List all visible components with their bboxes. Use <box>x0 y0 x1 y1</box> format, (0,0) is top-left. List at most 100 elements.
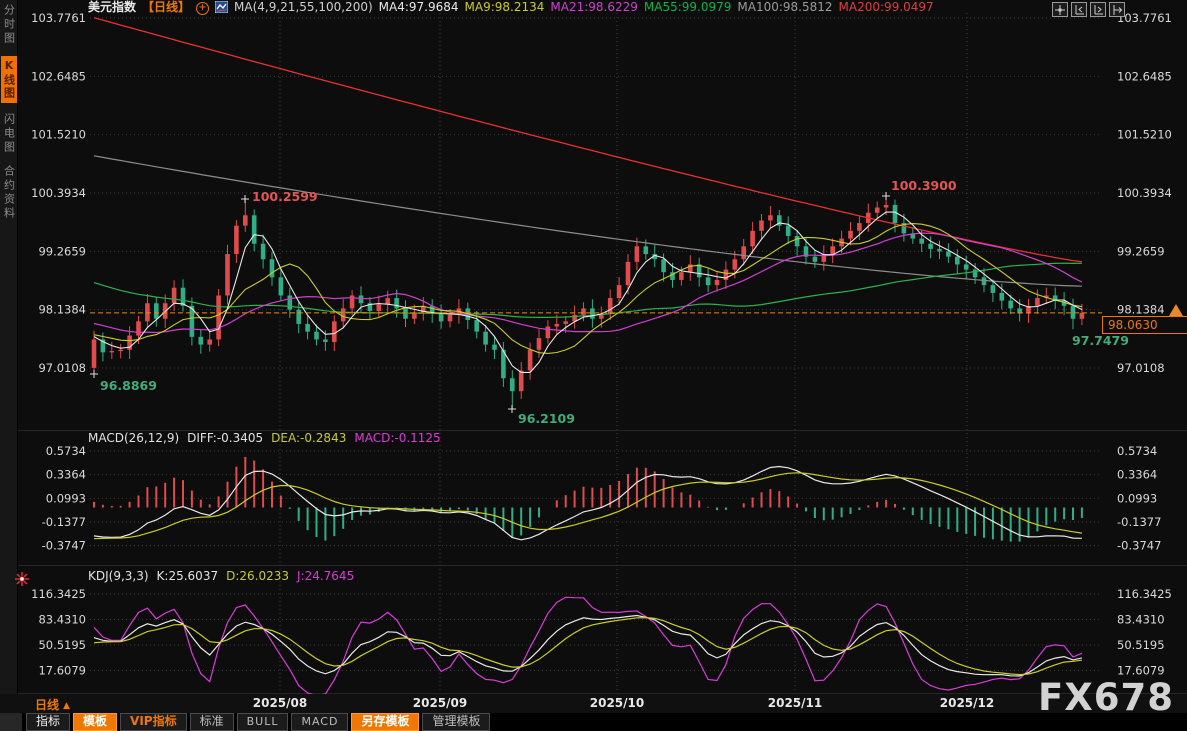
ma21-line <box>93 232 1083 334</box>
price-axis-label-right-6: 97.0108 <box>1117 361 1165 375</box>
price-annotation-0: 100.2599 <box>252 189 318 204</box>
crosshair-icon[interactable] <box>1052 2 1068 17</box>
kdj-d-line <box>93 616 1082 676</box>
candlestick-layer <box>91 192 1085 409</box>
bottom-tab-5[interactable]: MACD <box>291 713 349 731</box>
chart-toolbar: 美元指数 【日线】 + MA(4,9,21,55,100,200) MA4:97.968… <box>88 0 946 16</box>
price-axis-label-right-0: 103.7761 <box>1117 11 1172 25</box>
kdj-axis-label-left-3: 17.6079 <box>38 664 86 678</box>
kdj-k-line <box>93 614 1083 677</box>
macd-axis-label-left-1: 0.3364 <box>46 468 86 482</box>
price-axis-label-left-3: 100.3934 <box>31 186 86 200</box>
bottom-tab-6[interactable]: 另存模板 <box>351 713 420 731</box>
price-axis-label-right-3: 100.3934 <box>1117 186 1172 200</box>
kdj-k-value: K:25.6037 <box>156 569 219 583</box>
macd-dea-value: DEA:-0.2843 <box>271 431 347 445</box>
kdj-title: KDJ(9,3,3) <box>88 569 149 583</box>
sidebar-item-0[interactable]: 分时图 <box>2 4 16 46</box>
kdj-d-value: D:26.0233 <box>226 569 289 583</box>
price-annotation-2: 96.8869 <box>100 378 157 393</box>
period-selector[interactable]: 日线 ▲ <box>35 698 70 712</box>
scale-right-icon[interactable] <box>1090 2 1106 17</box>
bottom-tab-2[interactable]: VIP指标 <box>120 713 187 731</box>
macd-axis-label-left-3: -0.1377 <box>42 515 86 529</box>
sidebar-item-2[interactable]: 闪电图 <box>2 113 16 155</box>
price-annotation-3: 96.2109 <box>518 411 575 426</box>
chart-type-icon[interactable] <box>214 0 229 17</box>
ma-value-0: MA4:97.9684 <box>378 0 459 14</box>
period-badge: 【日线】 <box>142 0 191 14</box>
price-annotation-4: 97.7479 <box>1072 333 1129 348</box>
macd-axis-label-right-1: 0.3364 <box>1117 468 1157 482</box>
price-axis-label-left-4: 99.2659 <box>38 244 86 258</box>
macd-diff-line <box>93 465 1082 541</box>
macd-macd-value: MACD:-0.1125 <box>354 431 441 445</box>
time-axis: 日线 ▲ 2025/08 2025/09 2025/10 2025/11 2025/12 <box>0 694 1187 713</box>
month-label-1: 2025/09 <box>412 696 468 710</box>
bottom-tab-0[interactable]: 指标 <box>26 713 71 731</box>
tabbar-corner <box>0 713 22 731</box>
scale-left-icon[interactable] <box>1071 2 1087 17</box>
macd-title: MACD(26,12,9) <box>88 431 180 445</box>
sidebar: 分时图 K线图闪电图合约资料 <box>0 0 18 731</box>
bottom-tab-3[interactable]: 标准 <box>189 713 234 731</box>
macd-axis-label-right-0: 0.5734 <box>1117 444 1157 458</box>
latest-price-arrow[interactable] <box>1169 304 1183 316</box>
bottom-tab-1[interactable]: 模板 <box>73 713 118 731</box>
price-axis-label-left-1: 102.6485 <box>31 69 86 83</box>
period-arrow-icon: ▲ <box>63 701 70 711</box>
price-axis-label-left-0: 103.7761 <box>31 11 86 25</box>
price-axis-label-right-4: 99.2659 <box>1117 244 1165 258</box>
price-annotation-1: 100.3900 <box>891 178 957 193</box>
kdj-axis-label-right-1: 83.4310 <box>1117 613 1165 627</box>
macd-axis-label-left-4: -0.3747 <box>42 539 86 553</box>
month-label-3: 2025/11 <box>767 696 823 710</box>
macd-dea-line <box>93 472 1082 540</box>
kdj-axis-label-left-1: 83.4310 <box>38 613 86 627</box>
sidebar-item-3[interactable]: 合约资料 <box>2 165 16 221</box>
ma-value-3: MA55:99.0979 <box>643 0 732 14</box>
price-axis-label-left-5: 98.1384 <box>38 303 86 317</box>
kdj-j-line <box>93 596 1083 695</box>
month-label-0: 2025/08 <box>252 696 308 710</box>
macd-axis-label-right-3: -0.1377 <box>1117 515 1161 529</box>
ma-values: MA4:97.9684 MA9:98.2134 MA21:98.6229 MA55:9… <box>379 0 940 14</box>
price-axis-label-left-6: 97.0108 <box>38 361 86 375</box>
watermark: FX678 <box>1038 676 1175 719</box>
ma100-line <box>93 155 1082 287</box>
shift-right-icon[interactable] <box>1109 2 1125 17</box>
ma9-line <box>93 223 1082 354</box>
bottom-tab-4[interactable]: BULL <box>236 713 289 731</box>
ma-value-1: MA9:98.2134 <box>464 0 545 14</box>
month-label-4: 2025/12 <box>939 696 995 710</box>
symbol-title: 美元指数 <box>88 0 137 14</box>
ma-value-2: MA21:98.6229 <box>550 0 638 14</box>
price-axis-label-left-2: 101.5210 <box>31 128 86 142</box>
ma-value-4: MA100:98.5812 <box>737 0 833 14</box>
bottom-tab-7[interactable]: 管理模板 <box>422 713 491 731</box>
alert-burst-icon[interactable] <box>15 572 29 586</box>
kdj-axis-label-right-0: 116.3425 <box>1117 587 1172 601</box>
ma4-line <box>93 211 1083 373</box>
indicator-tab-bar: 指标 模板 VIP指标 标准 BULL MACD 另存模板 管理模板 <box>0 713 1187 731</box>
ma200-line <box>93 17 1082 263</box>
price-axis-label-right-1: 102.6485 <box>1117 69 1172 83</box>
current-price-box: 98.0630 <box>1102 316 1187 334</box>
macd-header: MACD(26,12,9) DIFF:-0.3405 DEA:-0.2843 MACD… <box>88 431 449 445</box>
chart-tool-buttons <box>1052 2 1125 17</box>
kdj-j-value: J:24.7645 <box>297 569 355 583</box>
kdj-axis-label-left-2: 50.5195 <box>38 638 86 652</box>
macd-axis-label-right-2: 0.0993 <box>1117 491 1157 505</box>
add-indicator-icon[interactable]: + <box>196 2 210 15</box>
kdj-header: KDJ(9,3,3) K:25.6037 D:26.0233 J:24.7645 <box>88 569 362 583</box>
ma-group-label: MA(4,9,21,55,100,200) <box>234 0 373 14</box>
ma55-line <box>93 262 1082 318</box>
kdj-axis-label-left-0: 116.3425 <box>31 587 86 601</box>
kdj-axis-label-right-3: 17.6079 <box>1117 664 1165 678</box>
macd-diff-value: DIFF:-0.3405 <box>187 431 264 445</box>
kdj-axis-label-right-2: 50.5195 <box>1117 638 1165 652</box>
macd-layer <box>93 456 1083 542</box>
sidebar-item-1[interactable]: K线图 <box>0 56 17 103</box>
